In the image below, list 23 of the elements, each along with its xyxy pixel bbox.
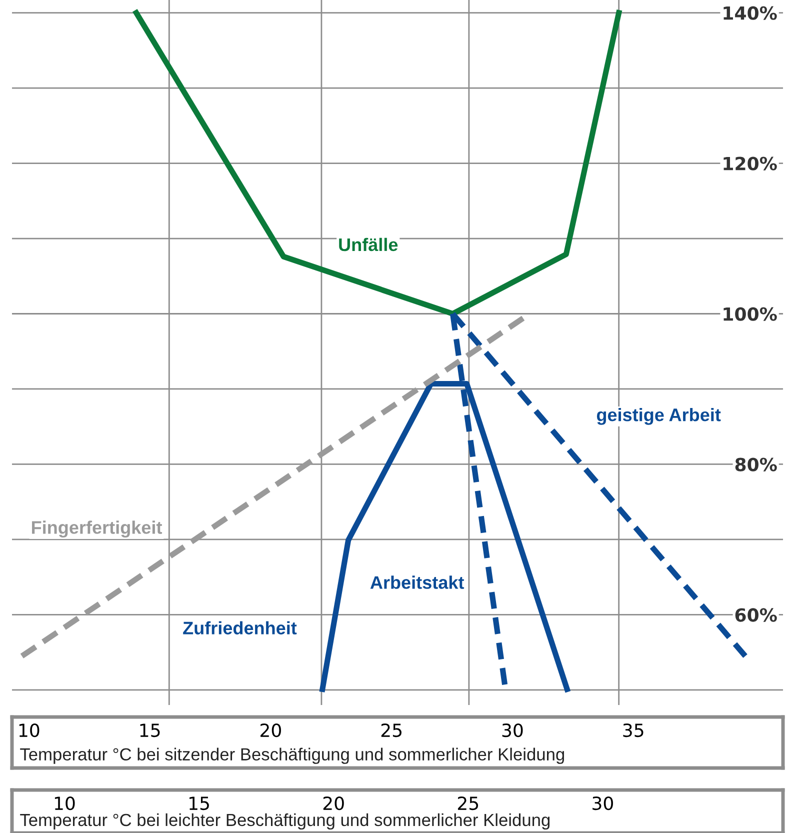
series-label: Zufriedenheit	[183, 621, 297, 634]
x-tick-label: 25	[381, 723, 402, 738]
y-tick-label: 120%	[724, 156, 777, 170]
x-tick-label: 15	[140, 724, 160, 738]
x-tick-label: 10	[19, 723, 40, 738]
x2-axis-title: Temperatur °C bei leichter Beschäftigung und sommerlicher Kleidung	[20, 813, 550, 830]
x-tick-label: 20	[260, 723, 281, 738]
y-tick-label: 60%	[735, 608, 777, 622]
x2-tick-label: 20	[323, 796, 344, 810]
x2-tick-label: 30	[592, 796, 613, 810]
x-tick-label: 35	[623, 723, 644, 738]
series-label: Unfälle	[339, 238, 398, 252]
x-tick-label: 30	[502, 723, 523, 738]
y-tick-label: 100%	[724, 307, 777, 321]
x2-tick-label: 10	[54, 796, 75, 810]
text: geistige Arbeit	[596, 408, 721, 425]
x2-tick-label: 25	[458, 796, 478, 810]
y-tick-label: 140%	[724, 6, 777, 20]
series-label: Fingerfertigkeit	[32, 520, 162, 538]
series-label: Arbeitstakt	[370, 576, 464, 589]
y-tick-label: 80%	[735, 458, 777, 472]
x-axis-title: Temperatur °C bei sitzender Beschäftigung und sommerlicher Kleidung	[20, 748, 564, 764]
x2-tick-label: 15	[190, 796, 209, 810]
